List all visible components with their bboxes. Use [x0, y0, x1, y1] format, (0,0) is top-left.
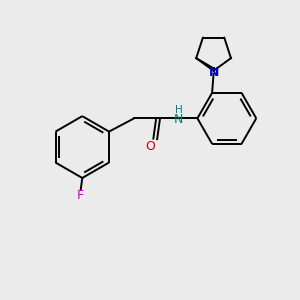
Text: O: O — [145, 140, 155, 152]
Text: H: H — [175, 105, 183, 115]
Text: N: N — [174, 113, 184, 126]
Text: F: F — [77, 188, 84, 202]
Text: N: N — [208, 66, 219, 79]
